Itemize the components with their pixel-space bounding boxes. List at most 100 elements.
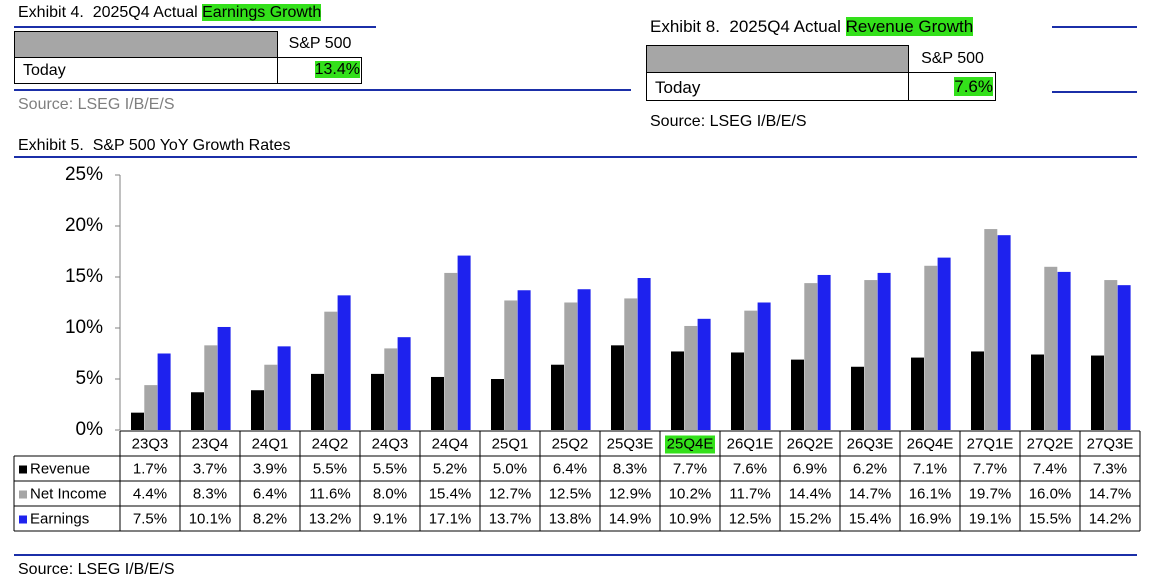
data-label: 12.7% xyxy=(489,485,532,502)
column-header: S&P 500 xyxy=(908,45,996,73)
data-label: 7.5% xyxy=(133,510,167,527)
bar xyxy=(624,298,638,430)
bar xyxy=(457,255,471,430)
data-label: 15.5% xyxy=(1029,510,1072,527)
bar xyxy=(324,311,338,430)
legend-swatch xyxy=(19,465,27,474)
bar xyxy=(971,351,984,430)
data-label: 16.0% xyxy=(1029,485,1072,502)
data-label: 8.3% xyxy=(613,460,647,477)
x-tick-label: 24Q4 xyxy=(432,435,469,452)
data-label: 19.1% xyxy=(969,510,1012,527)
data-label: 11.6% xyxy=(309,485,350,502)
table-row: Today 13.4% xyxy=(14,57,362,84)
x-tick-label: 24Q2 xyxy=(312,435,349,452)
bar xyxy=(1057,271,1071,430)
data-label: 10.9% xyxy=(669,510,712,527)
bar xyxy=(397,337,411,430)
data-label: 14.4% xyxy=(789,485,832,502)
data-label: 12.5% xyxy=(729,510,772,527)
rule xyxy=(1052,26,1137,28)
bar xyxy=(564,302,578,430)
data-label: 5.2% xyxy=(433,460,467,477)
x-tick-label: 23Q4 xyxy=(192,435,229,452)
category-highlight xyxy=(665,435,715,454)
value: 13.4% xyxy=(314,61,360,78)
bar xyxy=(264,364,278,430)
data-label: 14.9% xyxy=(609,510,652,527)
rule xyxy=(14,89,631,91)
x-tick-label: 25Q2 xyxy=(552,435,589,452)
x-tick-label: 27Q2E xyxy=(1027,435,1074,452)
y-tick-label: 25% xyxy=(65,164,103,185)
bar xyxy=(384,348,398,430)
bar xyxy=(204,345,218,430)
bar xyxy=(251,390,264,430)
y-tick-label: 5% xyxy=(76,368,104,389)
data-label: 3.7% xyxy=(193,460,227,477)
rule xyxy=(14,26,376,28)
bar xyxy=(637,278,651,430)
x-tick-label: 25Q1 xyxy=(492,435,529,452)
data-label: 7.4% xyxy=(1033,460,1067,477)
legend-swatch xyxy=(19,515,27,524)
table-header: S&P 500 xyxy=(646,45,996,73)
bar xyxy=(504,300,518,430)
data-label: 15.4% xyxy=(849,510,892,527)
data-label: 14.2% xyxy=(1089,510,1132,527)
data-label: 5.5% xyxy=(373,460,407,477)
bar xyxy=(804,283,818,430)
bar xyxy=(217,326,231,430)
title-text: Exhibit 8. 2025Q4 Actual xyxy=(650,17,846,36)
data-label: 6.4% xyxy=(253,485,287,502)
x-tick-label: 27Q3E xyxy=(1087,435,1134,452)
source: Source: LSEG I/B/E/S xyxy=(18,96,175,113)
bar xyxy=(937,257,951,430)
data-label: 1.7% xyxy=(133,460,167,477)
data-label: 6.2% xyxy=(853,460,887,477)
data-label: 15.2% xyxy=(789,510,832,527)
data-label: 19.7% xyxy=(969,485,1012,502)
x-tick-label: 25Q3E xyxy=(607,435,654,452)
data-label: 17.1% xyxy=(429,510,472,527)
bar xyxy=(144,385,158,430)
data-label: 16.1% xyxy=(909,485,952,502)
bar xyxy=(757,302,771,430)
data-label: 7.7% xyxy=(973,460,1007,477)
bar xyxy=(1044,266,1058,430)
bar xyxy=(191,392,204,430)
data-label: 8.2% xyxy=(253,510,287,527)
bar xyxy=(611,345,624,430)
bar xyxy=(1117,285,1131,430)
bar xyxy=(731,352,744,430)
row-label: Today xyxy=(23,62,66,79)
value: 7.6% xyxy=(954,77,993,96)
x-tick-label: 26Q4E xyxy=(907,435,954,452)
data-label: 10.2% xyxy=(669,485,712,502)
title-highlight: Revenue Growth xyxy=(845,17,974,36)
bar xyxy=(517,290,531,430)
rule xyxy=(14,554,1137,556)
bar xyxy=(911,357,924,430)
bar xyxy=(671,351,684,430)
y-tick-label: 15% xyxy=(65,266,103,287)
rule xyxy=(14,156,1137,158)
source: Source: LSEG I/B/E/S xyxy=(18,561,175,578)
bar xyxy=(131,412,144,430)
data-label: 12.5% xyxy=(549,485,592,502)
exhibit-title: Exhibit 8. 2025Q4 Actual Revenue Growth xyxy=(650,17,974,37)
bar xyxy=(851,366,864,430)
table-header: S&P 500 xyxy=(14,31,362,58)
bar xyxy=(697,318,711,430)
data-label: 7.6% xyxy=(733,460,767,477)
data-label: 16.9% xyxy=(909,510,952,527)
bar xyxy=(877,272,891,430)
bar xyxy=(311,373,324,430)
chart-title: Exhibit 5. S&P 500 YoY Growth Rates xyxy=(18,137,291,154)
x-tick-label: 26Q1E xyxy=(727,435,774,452)
table-row: Today 7.6% xyxy=(646,72,996,101)
title-highlight: Earnings Growth xyxy=(202,4,322,21)
data-label: 7.1% xyxy=(913,460,947,477)
